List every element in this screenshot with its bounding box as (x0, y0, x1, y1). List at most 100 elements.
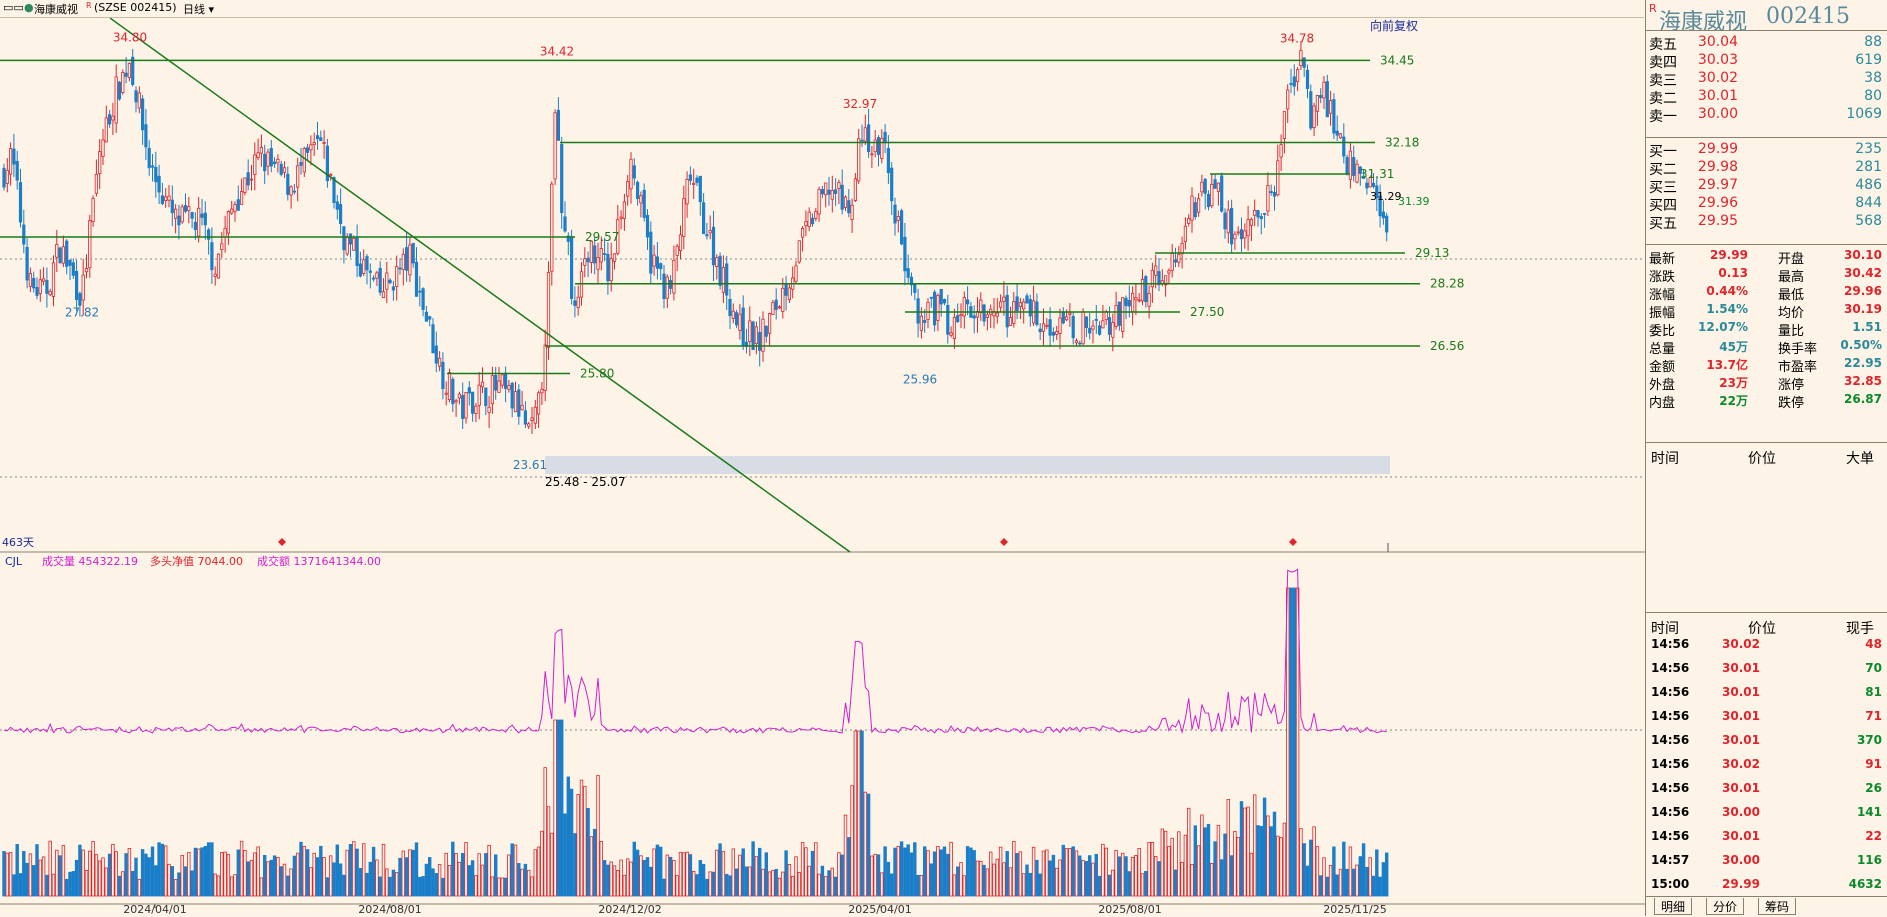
candle-body (1276, 160, 1280, 196)
candle-body (210, 242, 214, 271)
volume-bar (972, 850, 976, 897)
volume-bar (94, 854, 99, 897)
period-selector[interactable]: 日线 ▾ (183, 3, 215, 16)
candle-body (725, 263, 729, 296)
candle-body (1226, 209, 1230, 234)
tab-price-split[interactable]: 分价 (1706, 898, 1745, 915)
volume-bar (1226, 799, 1230, 897)
volume-bar (1137, 847, 1141, 897)
tick-row[interactable]: 14:57 30.00 116 (1651, 853, 1882, 867)
volume-bar (1325, 876, 1329, 897)
tick-row[interactable]: 14:56 30.02 91 (1651, 757, 1882, 771)
candle-body (2, 167, 6, 188)
volume-bar (1196, 845, 1201, 897)
volume-bar (1216, 824, 1221, 897)
volume-bar (543, 767, 547, 897)
volume-bar (824, 876, 828, 897)
volume-bar (177, 872, 181, 897)
volume-bar (1200, 814, 1204, 897)
candle-body (170, 199, 174, 214)
tick-row[interactable]: 14:56 30.01 26 (1651, 781, 1882, 795)
volume-bar (609, 861, 613, 897)
candle-body (296, 165, 300, 188)
bid-row[interactable]: 买二 29.98 281 (1649, 159, 1882, 178)
bid-row[interactable]: 买四 29.96 844 (1649, 195, 1882, 214)
ask-row[interactable]: 卖三 30.02 38 (1649, 70, 1882, 89)
candle-body (342, 226, 346, 251)
volume-bar (903, 847, 907, 897)
tick-row[interactable]: 14:56 30.02 48 (1651, 637, 1882, 651)
candle-body (134, 90, 138, 103)
restore-flag: R (1649, 2, 1657, 15)
tick-row[interactable]: 14:56 30.01 81 (1651, 685, 1882, 699)
candle-body (401, 253, 405, 270)
volume-bar (381, 843, 386, 897)
candle-body (1269, 191, 1273, 193)
candle-body (794, 265, 798, 282)
volume-bar (322, 857, 326, 897)
bid-row[interactable]: 买三 29.97 486 (1649, 177, 1882, 196)
level-label: 25.80 (580, 367, 614, 381)
volume-bar (678, 851, 683, 897)
tick-row[interactable]: 14:56 30.01 71 (1651, 709, 1882, 723)
candle-body (1246, 219, 1250, 237)
volume-bar (883, 846, 887, 897)
restore-button-bg[interactable] (1367, 18, 1432, 34)
bid-row[interactable]: 买五 29.95 568 (1649, 213, 1882, 232)
candle-body (48, 290, 52, 296)
tick-row[interactable]: 14:56 30.01 70 (1651, 661, 1882, 675)
tick-row[interactable]: 14:56 30.00 141 (1651, 805, 1882, 819)
vol-indicator-name[interactable]: CJL (5, 555, 23, 568)
tab-chips[interactable]: 筹码 (1758, 898, 1797, 915)
volume-bar (203, 846, 207, 897)
ask-row[interactable]: 卖四 30.03 619 (1649, 52, 1882, 71)
candle-body (444, 392, 448, 395)
volume-bar (371, 846, 376, 897)
volume-bar (1150, 842, 1155, 897)
candle-body (827, 189, 831, 195)
tick-row[interactable]: 14:56 30.01 370 (1651, 733, 1882, 747)
volume-bar (259, 877, 264, 897)
volume-bar (1180, 861, 1184, 897)
candle-body (636, 181, 640, 200)
candle-body (197, 207, 201, 237)
layout-icon[interactable]: ▭▭ (3, 1, 24, 14)
tick-row[interactable]: 15:00 29.99 4632 (1651, 877, 1882, 891)
volume-bar (1094, 853, 1098, 897)
tick-row[interactable]: 14:56 30.01 22 (1651, 829, 1882, 843)
candle-body (923, 319, 927, 324)
volume-bar (180, 854, 184, 897)
volume-bar (1028, 872, 1032, 897)
volume-bar (388, 876, 392, 897)
volume-bar (896, 845, 900, 897)
candlestick-chart[interactable]: 2024/04/01 2024/08/01 2024/12/02 2025/04/01… (0, 18, 1645, 916)
volume-bar (550, 832, 554, 897)
candle-body (437, 357, 442, 367)
ask-row[interactable]: 卖二 30.01 80 (1649, 88, 1882, 107)
restore-button[interactable]: 向前复权 (1370, 18, 1418, 33)
volume-bar (1012, 841, 1016, 897)
candle-body (761, 318, 765, 352)
candle-body (167, 195, 171, 201)
volume-bar (698, 860, 702, 897)
bid-row[interactable]: 买一 29.99 235 (1649, 141, 1882, 160)
volume-bar (220, 852, 224, 897)
candle-body (441, 361, 445, 390)
volume-bar (751, 841, 755, 897)
volume-bar (1249, 852, 1254, 897)
volume-bar (193, 847, 198, 897)
ask-row[interactable]: 卖五 30.04 88 (1649, 34, 1882, 53)
candles (2, 41, 1389, 435)
candle-body (12, 148, 16, 165)
candle-body (408, 244, 412, 276)
candle-body (784, 284, 788, 296)
volume-bar (355, 848, 359, 897)
volume-bar (843, 814, 848, 897)
ask-row[interactable]: 卖一 30.00 1069 (1649, 106, 1882, 125)
tab-detail[interactable]: 明细 (1654, 898, 1693, 915)
volume-bar (206, 842, 211, 897)
volume-bar (503, 877, 508, 897)
candle-body (834, 189, 838, 194)
detail-tabs: 明细 分价 筹码 (1646, 896, 1887, 917)
volume-bar (728, 875, 732, 897)
